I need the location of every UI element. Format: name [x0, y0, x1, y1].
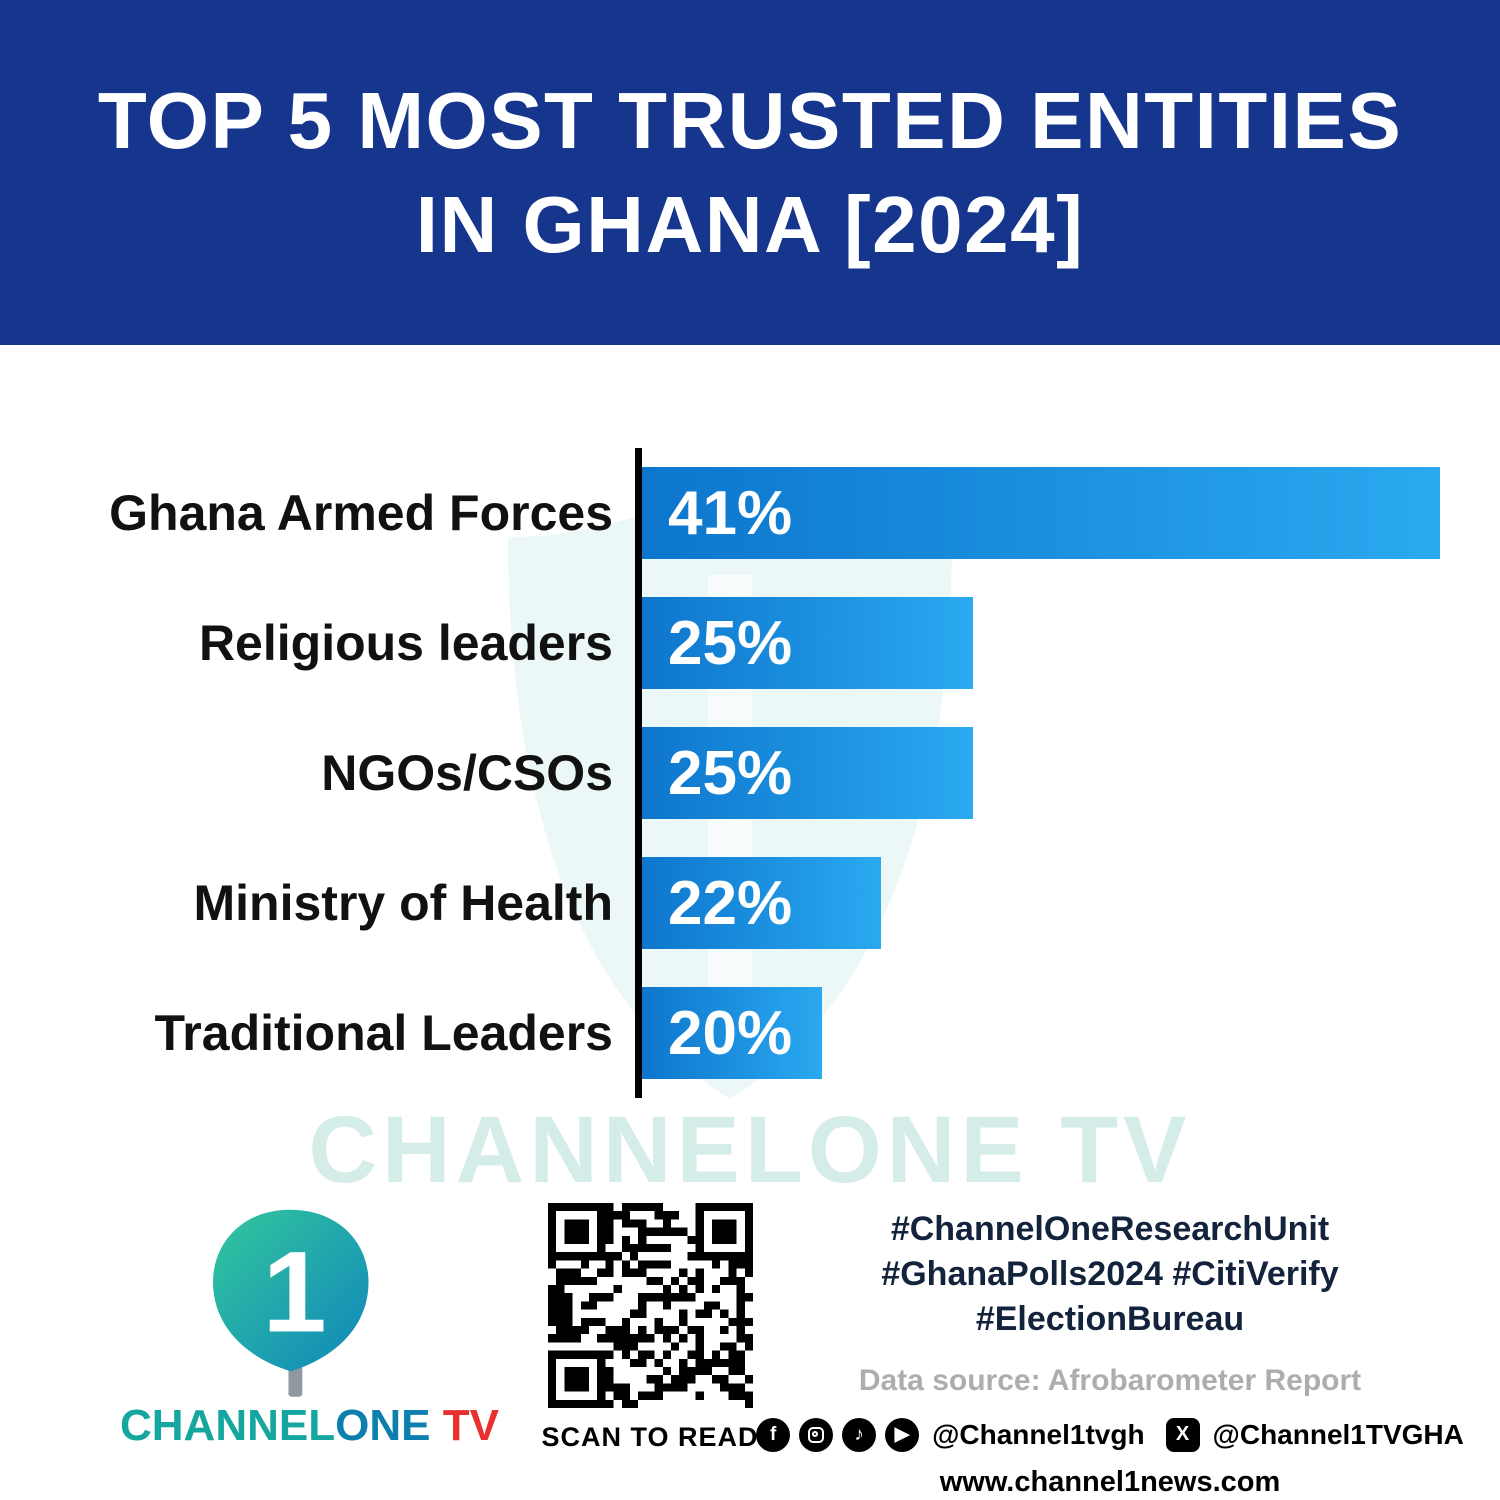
brand-tv-text: TV [430, 1401, 499, 1450]
hashtag-line-2: #GhanaPolls2024 #CitiVerify [881, 1254, 1339, 1293]
instagram-icon [799, 1417, 834, 1452]
brand-wordmark: CHANNELONE TV [120, 1401, 499, 1451]
chart-row: Traditional Leaders 20% [60, 968, 1440, 1098]
brand-one-text: ONE [335, 1401, 431, 1450]
bar-category-label: Traditional Leaders [154, 1005, 613, 1061]
social-row: f ♪ ▶ @Channel1tvgh X @Channel1TVGHA [756, 1417, 1464, 1452]
chart-row: Ministry of Health 22% [60, 838, 1440, 968]
bar: 22% [642, 857, 882, 949]
tiktok-icon: ♪ [842, 1417, 877, 1452]
bar-category-label: NGOs/CSOs [321, 745, 613, 801]
footer: 1 CHANNELONE TV SCAN TO READ #ChannelOne… [0, 1185, 1500, 1500]
bar-track: 25% [635, 708, 1440, 838]
chart-row: Ghana Armed Forces 41% [60, 448, 1440, 578]
page-title-line2: IN GHANA [2024] [415, 179, 1085, 269]
qr-code [547, 1203, 753, 1408]
bar-category-label: Religious leaders [198, 615, 613, 671]
social-handle-x: @Channel1TVGHA [1212, 1418, 1464, 1450]
bar-value-label: 41% [668, 478, 793, 548]
bar-category-label: Ghana Armed Forces [109, 485, 613, 541]
channel-one-logo-block: 1 CHANNELONE TV [120, 1199, 499, 1451]
bar: 20% [642, 987, 822, 1079]
bar-track: 20% [635, 968, 1440, 1098]
bar-track: 41% [635, 448, 1440, 578]
social-handle-primary: @Channel1tvgh [932, 1418, 1145, 1450]
qr-block: SCAN TO READ [540, 1203, 760, 1453]
brand-channel-text: CHANNEL [120, 1401, 336, 1450]
bar-value-label: 20% [668, 998, 793, 1068]
chart-rows: Ghana Armed Forces 41% Religious leaders 25… [60, 448, 1440, 1098]
logo-numeral: 1 [263, 1228, 327, 1356]
bar: 25% [642, 597, 974, 689]
bar-value-label: 25% [668, 608, 793, 678]
chart-row: NGOs/CSOs 25% [60, 708, 1440, 838]
youtube-icon: ▶ [885, 1417, 920, 1452]
bar-chart: Ghana Armed Forces 41% Religious leaders 25… [60, 448, 1440, 1098]
bar-track: 22% [635, 838, 1440, 968]
qr-caption: SCAN TO READ [541, 1422, 759, 1452]
bar-track: 25% [635, 578, 1440, 708]
footer-info-block: #ChannelOneResearchUnit #GhanaPolls2024 … [756, 1207, 1464, 1499]
bar-value-label: 25% [668, 738, 793, 808]
bar: 41% [642, 467, 1440, 559]
hashtag-line-3: #ElectionBureau [975, 1299, 1245, 1338]
header-banner: TOP 5 MOST TRUSTED ENTITIES IN GHANA [20… [0, 0, 1500, 345]
bar-value-label: 22% [668, 868, 793, 938]
website-url: www.channel1news.com [939, 1465, 1281, 1498]
facebook-icon: f [756, 1417, 791, 1452]
bar-category-label: Ministry of Health [193, 875, 613, 931]
chart-row: Religious leaders 25% [60, 578, 1440, 708]
x-icon: X [1165, 1417, 1200, 1452]
channel-one-logo-icon: 1 [213, 1209, 369, 1397]
data-source-text: Data source: Afrobarometer Report [858, 1363, 1362, 1397]
hashtag-line-1: #ChannelOneResearchUnit [890, 1210, 1330, 1248]
page-title-line1: TOP 5 MOST TRUSTED ENTITIES [97, 75, 1403, 165]
bar: 25% [642, 727, 974, 819]
